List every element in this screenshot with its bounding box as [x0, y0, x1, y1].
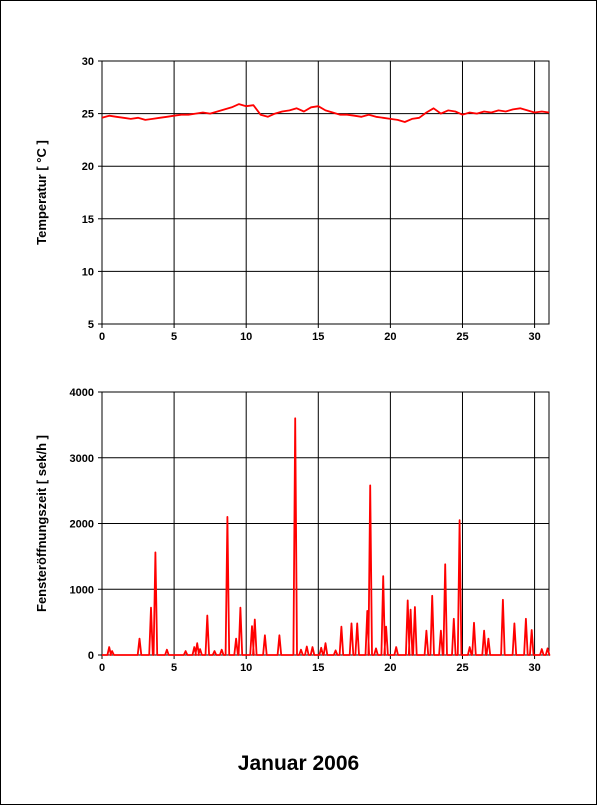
y-tick-label: 4000: [70, 387, 94, 399]
x-tick-label: 15: [312, 662, 324, 674]
y-tick-label: 5: [88, 319, 94, 331]
x-tick-label: 10: [240, 331, 252, 343]
window-opening-chart: 0 5 10 15 20 25 30 0 1000 2000 3000 4000 Fensteröffn…: [34, 387, 551, 674]
y-tick-label: 25: [82, 109, 94, 121]
x-tick-label: 5: [171, 662, 177, 674]
x-tick-label: 30: [528, 331, 540, 343]
figure-caption: Januar 2006: [237, 752, 360, 775]
temperature-series-line: [101, 103, 550, 123]
y-tick-label: 0: [88, 650, 94, 662]
y-axis-label: Fensteröffnungszeit [ sek/h ]: [34, 435, 49, 612]
x-tick-label: 20: [384, 662, 396, 674]
window-opening-series-line: [102, 417, 551, 656]
x-tick-label: 0: [99, 331, 105, 343]
y-tick-label: 20: [82, 161, 94, 173]
x-tick-label: 10: [240, 662, 252, 674]
y-tick-label: 10: [82, 266, 94, 278]
x-tick-label: 25: [456, 331, 468, 343]
y-tick-label: 30: [82, 56, 94, 68]
x-tick-label: 0: [99, 662, 105, 674]
x-tick-label: 25: [456, 662, 468, 674]
x-tick-label: 20: [384, 331, 396, 343]
x-tick-label: 30: [528, 662, 540, 674]
y-tick-label: 3000: [70, 453, 94, 465]
plot-area: [101, 60, 550, 325]
y-tick-label: 1000: [70, 584, 94, 596]
x-tick-label: 5: [171, 331, 177, 343]
y-tick-label: 2000: [70, 519, 94, 531]
y-axis-label: Temperatur [ °C ]: [34, 140, 49, 245]
x-tick-label: 15: [312, 331, 324, 343]
y-tick-label: 15: [82, 214, 94, 226]
